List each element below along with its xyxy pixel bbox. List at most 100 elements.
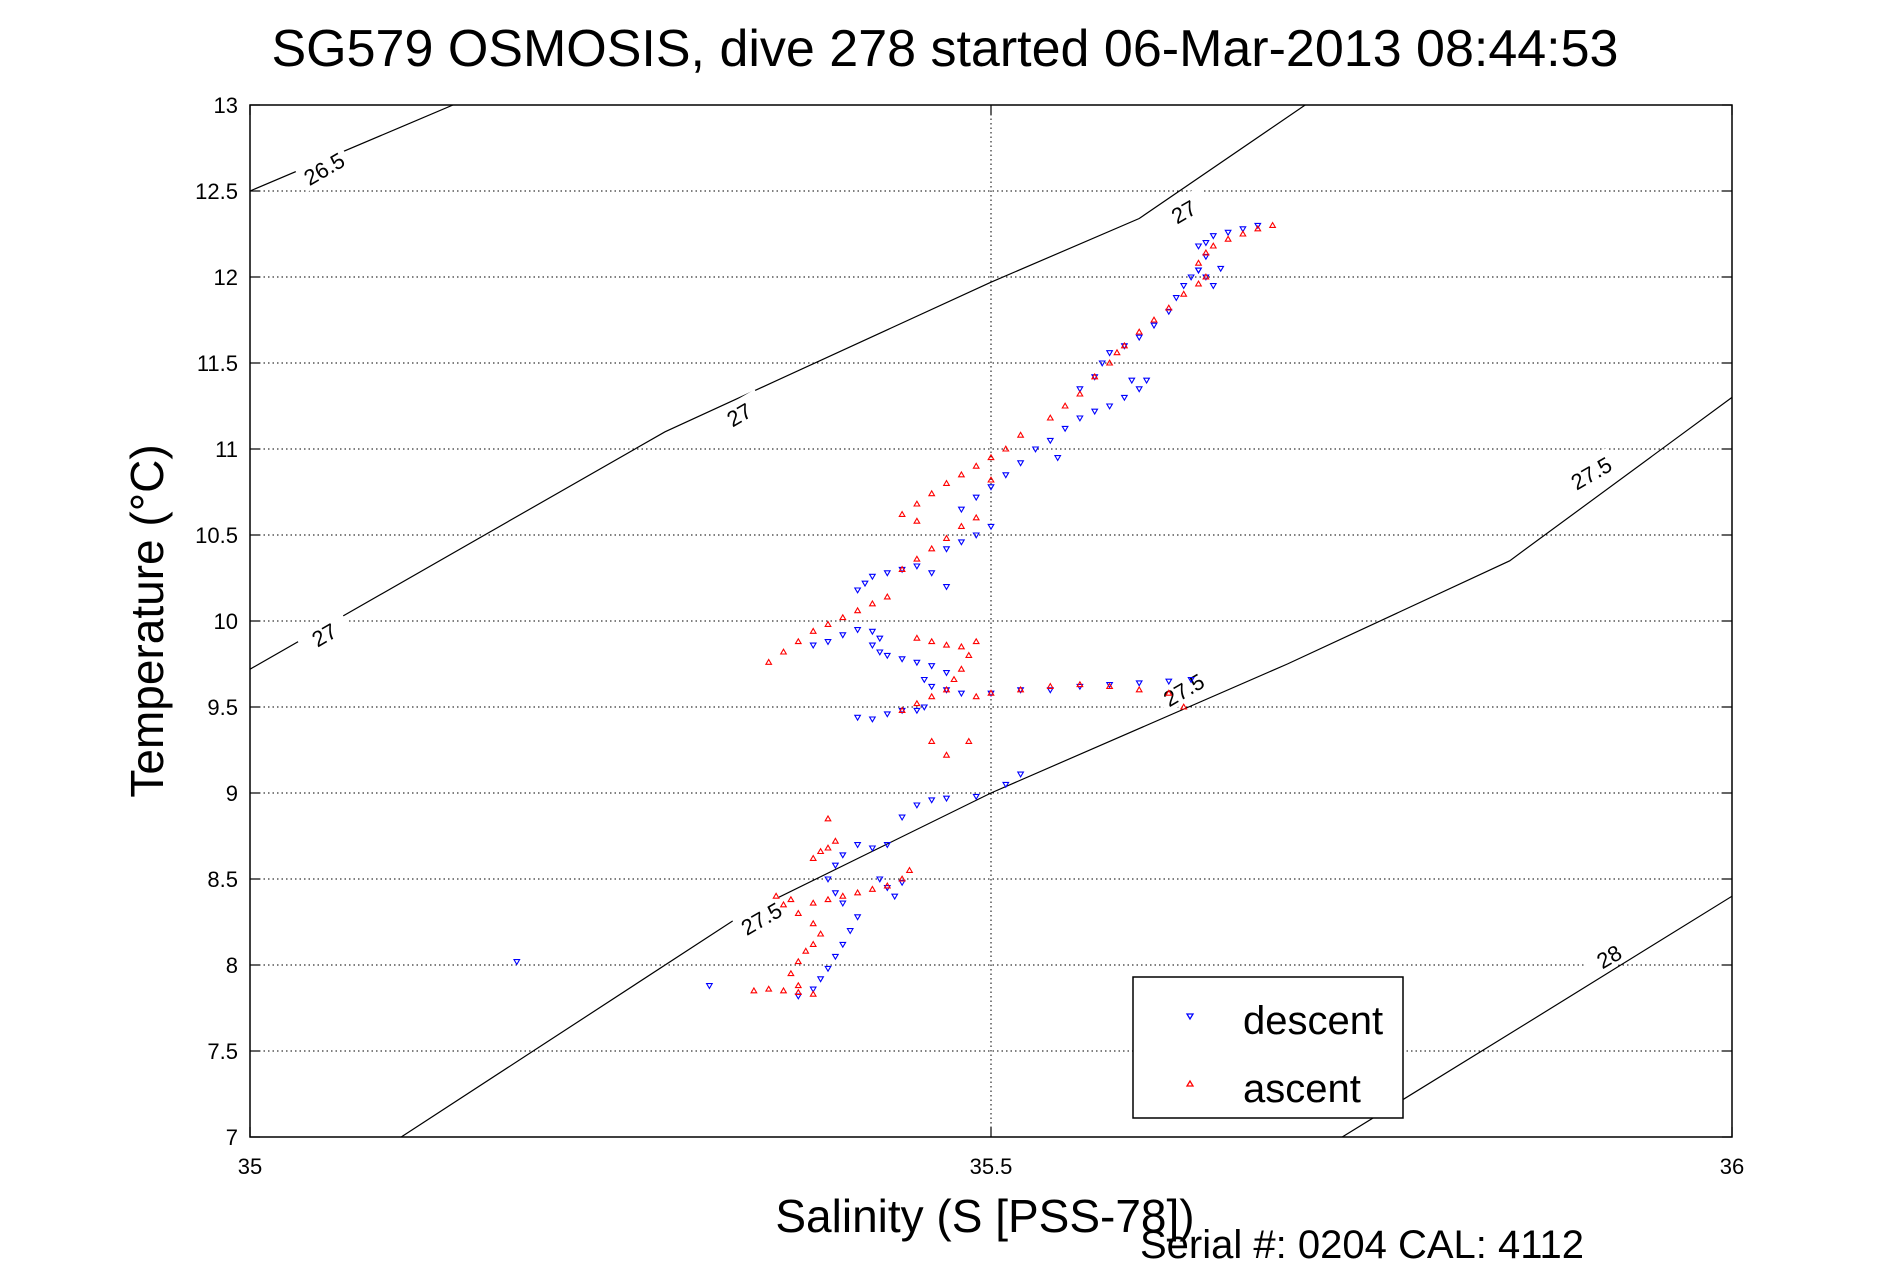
ascent-point	[987, 476, 995, 483]
footer-serial-cal: Serial #: 0204 CAL: 4112	[1140, 1223, 1584, 1262]
descent-point	[957, 539, 966, 546]
ascent-point	[764, 658, 773, 665]
descent-point	[987, 484, 995, 491]
ascent-point	[1105, 682, 1114, 689]
descent-point	[1209, 283, 1218, 290]
ascent-point	[883, 882, 892, 889]
contour-label-bg	[731, 893, 790, 942]
ascent-point	[824, 895, 832, 903]
descent-point	[1165, 678, 1173, 686]
descent-point	[1202, 240, 1210, 247]
ascent-point	[794, 637, 803, 645]
ascent-point	[898, 565, 906, 572]
legend: descent ascent	[1132, 976, 1404, 1119]
y-tick-label: 11	[215, 437, 238, 462]
contour-line-26.5	[250, 105, 454, 192]
contour-label-bg	[1561, 447, 1620, 497]
descent-point	[1254, 222, 1262, 230]
ascent-point	[831, 837, 840, 844]
ascent-point	[1135, 328, 1143, 335]
y-tick-label: 7	[226, 1125, 238, 1150]
descent-point	[868, 628, 877, 636]
ascent-point	[809, 627, 817, 634]
descent-point	[853, 714, 862, 722]
ascent-point	[794, 988, 803, 996]
descent-point	[1076, 415, 1084, 422]
ascent-point	[972, 692, 980, 700]
descent-point	[927, 797, 936, 804]
y-tick-label: 12	[214, 265, 238, 290]
descent-point	[1120, 394, 1129, 402]
ascent-point	[1120, 341, 1129, 349]
ascent-point	[965, 651, 973, 658]
legend-box	[1132, 976, 1404, 1119]
descent-point	[1135, 680, 1143, 687]
descent-point	[972, 494, 980, 502]
ascent-point	[1016, 431, 1025, 438]
descent-point	[868, 845, 877, 852]
descent-point	[987, 523, 995, 531]
ascent-point	[809, 990, 817, 997]
descent-point	[824, 965, 832, 973]
descent-point	[920, 676, 929, 684]
ascent-point	[809, 854, 817, 861]
contour-label-bg	[709, 389, 768, 438]
ascent-point	[913, 500, 921, 507]
descent-point	[1031, 446, 1040, 453]
descent-point	[1150, 322, 1158, 330]
ascent-point	[794, 981, 803, 989]
ascent-point	[764, 985, 773, 992]
ascent-point	[787, 895, 795, 903]
ascent-point	[750, 986, 758, 994]
descent-point	[1239, 226, 1247, 233]
contour-label-bg	[294, 143, 353, 193]
descent-point	[1224, 229, 1232, 237]
x-tick-label: 36	[1720, 1154, 1744, 1179]
descent-point	[1172, 295, 1180, 302]
ascent-point	[927, 692, 936, 700]
y-tick-label: 9	[226, 781, 238, 806]
descent-point	[839, 941, 847, 949]
descent-point	[942, 670, 951, 677]
descent-point	[1046, 437, 1055, 445]
descent-point	[1076, 386, 1084, 393]
ascent-point	[927, 489, 936, 497]
ascent-point	[913, 517, 921, 524]
ascent-point	[794, 909, 803, 916]
ascent-point	[868, 599, 877, 607]
descent-point	[1135, 386, 1143, 393]
descent-point	[816, 976, 825, 983]
descent-point	[898, 814, 906, 821]
contour-line-27.5	[400, 396, 1732, 1137]
ascent-point	[957, 665, 966, 672]
ascent-point	[802, 947, 810, 954]
ascent-point	[1061, 402, 1069, 409]
descent-point	[927, 663, 936, 670]
ascent-point	[942, 685, 951, 693]
ascent-point	[772, 892, 780, 899]
descent-point	[853, 842, 862, 849]
ascent-point	[927, 637, 936, 645]
ascent-point	[853, 606, 862, 614]
descent-point	[1165, 308, 1173, 316]
descent-point	[898, 656, 906, 663]
descent-point	[927, 570, 936, 577]
descent-point	[1216, 265, 1225, 273]
descent-point	[824, 876, 832, 883]
ascent-point	[1046, 414, 1055, 421]
ascent-point	[965, 737, 973, 744]
ascent-point	[898, 875, 906, 882]
ascent-point	[1202, 249, 1210, 256]
ascent-point	[913, 634, 921, 641]
y-axis-label: Temperature (°C)	[121, 444, 173, 797]
descent-point	[942, 584, 951, 591]
descent-point	[1016, 771, 1025, 778]
data-points	[513, 221, 1277, 1000]
ascent-point	[1016, 685, 1025, 693]
contour-label-bg	[1154, 664, 1213, 714]
ascent-point	[913, 555, 921, 562]
descent-point	[839, 900, 847, 907]
ascent-point	[824, 844, 832, 851]
legend-ascent-marker	[1185, 1079, 1195, 1087]
ascent-point	[1224, 235, 1232, 242]
